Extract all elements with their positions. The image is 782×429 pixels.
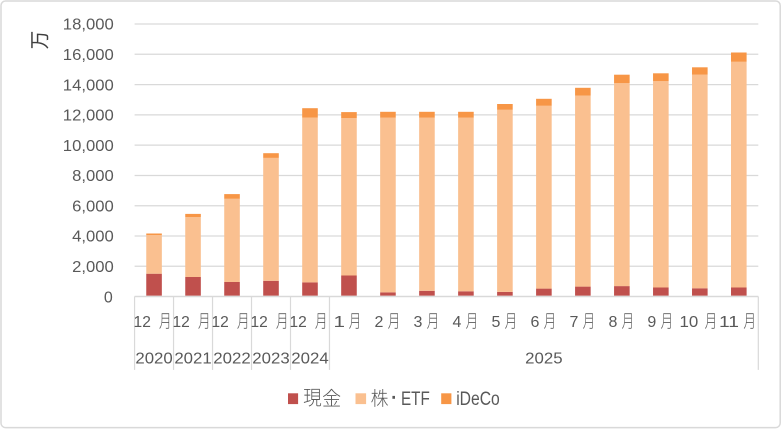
svg-text:iDeCo: iDeCo [456, 389, 500, 410]
svg-text:8: 8 [608, 314, 617, 331]
svg-text:9: 9 [647, 314, 656, 331]
svg-text:12: 12 [212, 314, 229, 331]
svg-text:2023: 2023 [252, 351, 290, 368]
svg-text:6: 6 [530, 314, 539, 331]
svg-text:5: 5 [492, 314, 501, 331]
svg-text:2024: 2024 [291, 351, 329, 368]
svg-text:2022: 2022 [213, 351, 251, 368]
svg-text:2,000: 2,000 [72, 259, 114, 276]
svg-text:16,000: 16,000 [63, 47, 114, 64]
svg-text:18,000: 18,000 [63, 17, 114, 34]
svg-text:2025: 2025 [525, 351, 563, 368]
svg-text:12: 12 [251, 314, 268, 331]
svg-text:8,000: 8,000 [72, 168, 114, 185]
svg-text:ETF: ETF [401, 389, 430, 410]
svg-text:10,000: 10,000 [63, 138, 114, 155]
svg-text:3: 3 [414, 314, 423, 331]
svg-text:2: 2 [375, 314, 384, 331]
svg-text:12: 12 [289, 314, 306, 331]
svg-text:14,000: 14,000 [63, 77, 114, 94]
svg-text:7: 7 [569, 314, 578, 331]
svg-text:2020: 2020 [135, 351, 173, 368]
svg-text:11: 11 [719, 314, 739, 331]
svg-text:12: 12 [134, 314, 151, 331]
svg-text:10: 10 [680, 314, 699, 331]
svg-text:4: 4 [453, 314, 462, 331]
svg-text:12: 12 [173, 314, 190, 331]
svg-text:6,000: 6,000 [72, 198, 114, 215]
svg-text:2021: 2021 [174, 351, 212, 368]
svg-text:12,000: 12,000 [63, 108, 114, 125]
svg-text:4,000: 4,000 [72, 229, 114, 246]
svg-text:1: 1 [334, 314, 346, 331]
svg-text:0: 0 [104, 289, 113, 306]
